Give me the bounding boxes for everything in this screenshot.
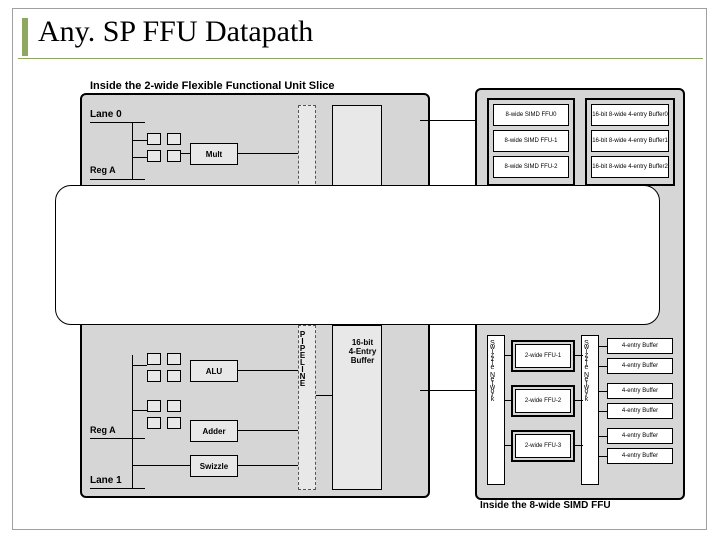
wire	[90, 438, 145, 439]
gate	[147, 417, 161, 429]
wire	[599, 436, 607, 437]
title-underline	[18, 58, 703, 59]
gate	[147, 150, 161, 162]
wire	[132, 355, 133, 488]
wire	[132, 365, 147, 366]
buffer-label: 16-bit 4-Entry Buffer	[340, 338, 385, 365]
wire	[181, 153, 190, 154]
wire	[575, 355, 583, 356]
wire	[90, 488, 145, 489]
swizzle-label-l: Swizzle Network	[489, 340, 496, 400]
occlusion-overlay	[55, 185, 660, 325]
buf4-b: 4-entry Buffer	[607, 358, 673, 374]
slide-title: Any. SP FFU Datapath	[38, 15, 313, 49]
wire	[238, 370, 298, 371]
gate	[147, 400, 161, 412]
pipeline-label: PIPELINE	[298, 330, 307, 386]
wire	[575, 400, 583, 401]
simd-buf-1: 16-bit 8-wide 4-entry Buffer1	[591, 130, 669, 152]
ffu-2: 2-wide FFU-2	[515, 389, 571, 413]
wire	[238, 430, 298, 431]
gate	[167, 150, 181, 162]
ffu-3: 2-wide FFU-3	[515, 434, 571, 458]
wire	[575, 445, 583, 446]
swizzle-label-r: Swizzle Network	[583, 340, 590, 400]
buf4-f: 4-entry Buffer	[607, 448, 673, 464]
buf4-c: 4-entry Buffer	[607, 383, 673, 399]
wire	[599, 366, 607, 367]
gate	[167, 417, 181, 429]
gate	[147, 353, 161, 365]
wire	[599, 411, 607, 412]
wire	[90, 179, 145, 180]
simd-buf-2: 16-bit 8-wide 4-entry Buffer2	[591, 156, 669, 178]
regA-label-0: Reg A	[90, 165, 116, 175]
swizzle-box: Swizzle	[190, 455, 238, 477]
wire	[599, 456, 607, 457]
buf-l1: 16-bit	[352, 338, 373, 347]
wire	[599, 346, 607, 347]
lane1-label: Lane 1	[90, 475, 122, 486]
regA-label-1: Reg A	[90, 425, 116, 435]
left-panel-label: Inside the 2-wide Flexible Functional Un…	[90, 80, 335, 92]
right-panel-label: Inside the 8-wide SIMD FFU	[480, 500, 611, 511]
gate	[167, 400, 181, 412]
lane0-label: Lane 0	[90, 109, 122, 120]
buf4-e: 4-entry Buffer	[607, 428, 673, 444]
wire	[132, 465, 190, 466]
accent-bar	[22, 18, 28, 56]
gate	[147, 370, 161, 382]
simd-buf-0: 16-bit 8-wide 4-entry Buffer0	[591, 104, 669, 126]
buf-l2: 4-Entry	[349, 347, 377, 356]
buf4-a: 4-entry Buffer	[607, 338, 673, 354]
wire	[90, 122, 145, 123]
simd-ffu-2: 8-wide SIMD FFU-2	[493, 156, 569, 178]
wire	[132, 140, 147, 141]
gate	[167, 353, 181, 365]
wire	[238, 153, 298, 154]
mult-box: Mult	[190, 143, 238, 165]
adder-box: Adder	[190, 420, 238, 442]
wire	[316, 395, 332, 396]
gate	[167, 370, 181, 382]
wire	[132, 410, 147, 411]
buf-l3: Buffer	[351, 356, 375, 365]
wire	[132, 157, 147, 158]
simd-ffu-1: 8-wide SIMD FFU-1	[493, 130, 569, 152]
wire	[599, 391, 607, 392]
wire	[505, 400, 513, 401]
wire	[505, 445, 513, 446]
gate	[167, 133, 181, 145]
ffu-1: 2-wide FFU-1	[515, 344, 571, 368]
wire	[132, 122, 133, 179]
simd-ffu-0: 8-wide SIMD FFU0	[493, 104, 569, 126]
gate	[147, 133, 161, 145]
wire	[238, 465, 298, 466]
wire	[505, 355, 513, 356]
buf4-d: 4-entry Buffer	[607, 403, 673, 419]
alu-box: ALU	[190, 360, 238, 382]
